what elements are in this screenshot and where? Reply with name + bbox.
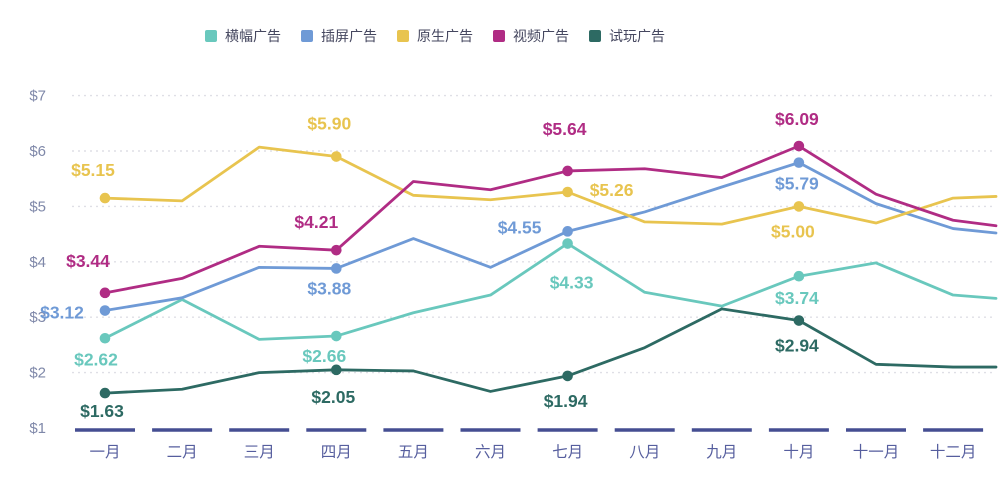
x-axis-month-label: 十一月 [853, 443, 900, 461]
value-label-interstitial-m7: $4.55 [498, 217, 542, 237]
value-label-native-m10: $5.00 [771, 221, 815, 241]
x-axis-month-label: 六月 [475, 443, 506, 461]
data-point-playable-m4 [331, 364, 342, 376]
value-label-interstitial-m4: $3.88 [307, 278, 351, 298]
data-point-video-m7 [562, 165, 573, 177]
banner-swatch-icon [205, 30, 217, 42]
x-axis-month-label: 十二月 [930, 443, 977, 461]
x-axis-month-label: 三月 [244, 444, 275, 461]
y-axis-tick-label: $7 [29, 88, 46, 105]
value-label-native-m7: $5.26 [590, 180, 634, 200]
legend-item-native[interactable]: 原生广告 [397, 26, 473, 46]
value-label-banner-m10: $3.74 [775, 288, 819, 308]
x-axis-month-label: 八月 [629, 444, 660, 461]
x-axis-month-label: 十月 [783, 443, 814, 461]
legend-label: 横幅广告 [225, 28, 281, 44]
data-point-playable-m7 [562, 370, 573, 382]
data-point-native-m1 [99, 192, 111, 204]
data-point-native-m7 [562, 186, 573, 198]
value-label-interstitial-m1: $3.12 [40, 303, 84, 323]
legend-item-video[interactable]: 视频广告 [493, 26, 569, 46]
legend-item-playable[interactable]: 试玩广告 [589, 26, 665, 46]
data-point-banner-m7 [562, 238, 573, 249]
x-axis-month-label: 一月 [89, 444, 120, 461]
data-point-video-m1 [99, 287, 111, 299]
interstitial-swatch-icon [301, 30, 313, 42]
native-swatch-icon [397, 30, 409, 42]
data-point-interstitial-m1 [99, 305, 111, 316]
data-point-playable-m1 [99, 387, 111, 399]
data-point-banner-m10 [793, 270, 805, 282]
value-label-native-m4: $5.90 [307, 114, 351, 134]
legend-item-interstitial[interactable]: 插屏广告 [301, 26, 377, 46]
data-point-video-m4 [331, 244, 342, 256]
playable-swatch-icon [589, 30, 601, 42]
value-label-playable-m1: $1.63 [80, 401, 124, 421]
legend-item-banner[interactable]: 横幅广告 [205, 26, 281, 46]
series-line-playable [103, 307, 998, 395]
data-point-interstitial-m7 [562, 226, 573, 237]
legend-label: 原生广告 [417, 28, 473, 44]
x-axis-month-label: 九月 [706, 443, 737, 461]
data-point-banner-m4 [331, 330, 342, 342]
value-label-playable-m7: $1.94 [544, 391, 588, 411]
video-swatch-icon [493, 30, 505, 42]
value-label-interstitial-m10: $5.79 [775, 174, 819, 194]
value-label-playable-m10: $2.94 [775, 336, 819, 356]
x-axis-month-label: 四月 [321, 444, 352, 461]
y-axis-tick-label: $6 [29, 143, 46, 160]
chart-legend: 横幅广告 插屏广告 原生广告 视频广告 试玩广告 [205, 26, 665, 46]
x-axis-month-label: 二月 [167, 444, 198, 461]
y-axis-tick-label: $1 [29, 420, 46, 437]
x-axis-month-label: 五月 [398, 444, 429, 461]
data-point-playable-m10 [793, 315, 805, 326]
data-point-native-m10 [793, 201, 805, 212]
data-point-banner-m1 [99, 332, 111, 344]
value-label-video-m10: $6.09 [775, 109, 819, 129]
value-label-video-m4: $4.21 [294, 212, 338, 232]
y-axis-tick-label: $2 [29, 365, 46, 382]
data-point-interstitial-m4 [331, 263, 342, 274]
value-label-video-m7: $5.64 [543, 119, 587, 139]
y-axis-tick-label: $5 [29, 198, 46, 215]
y-axis-tick-label: $4 [29, 254, 46, 271]
value-label-banner-m7: $4.33 [550, 273, 594, 293]
data-point-video-m10 [793, 140, 805, 152]
value-label-video-m1: $3.44 [66, 251, 110, 271]
value-label-playable-m4: $2.05 [311, 387, 355, 407]
legend-label: 插屏广告 [321, 28, 377, 44]
value-label-banner-m1: $2.62 [74, 349, 118, 369]
value-label-native-m1: $5.15 [71, 160, 115, 180]
y-axis-tick-label: $3 [29, 309, 46, 326]
value-label-banner-m4: $2.66 [302, 346, 346, 366]
legend-label: 试玩广告 [609, 28, 665, 44]
legend-label: 视频广告 [513, 28, 569, 44]
x-axis-month-label: 七月 [552, 443, 583, 461]
data-point-interstitial-m10 [793, 157, 805, 168]
data-point-native-m4 [331, 151, 342, 162]
